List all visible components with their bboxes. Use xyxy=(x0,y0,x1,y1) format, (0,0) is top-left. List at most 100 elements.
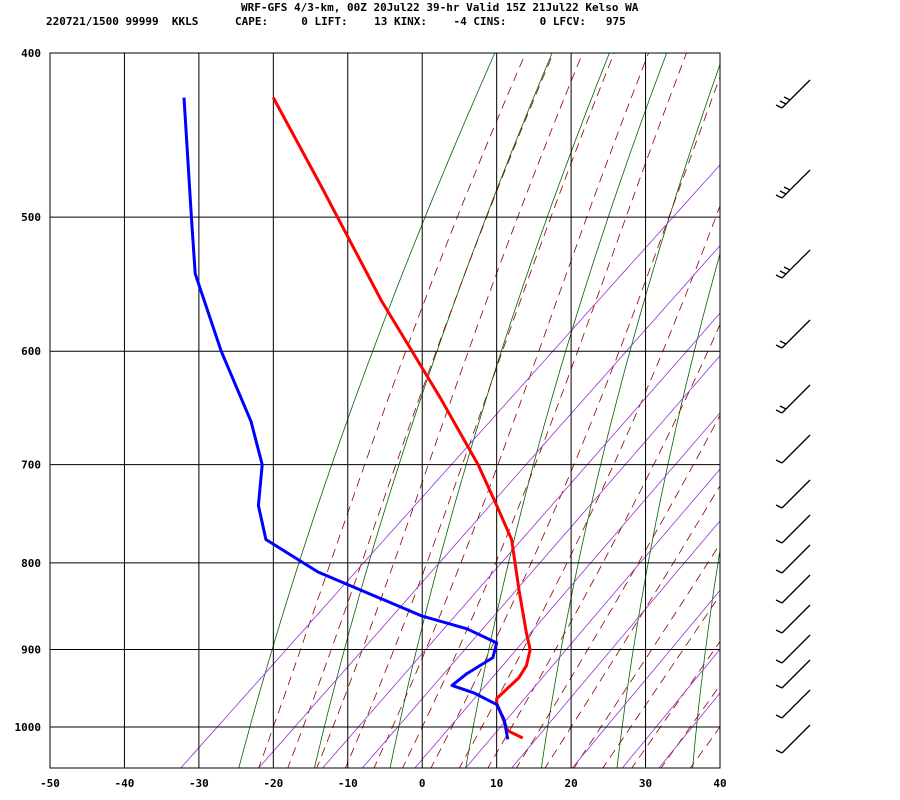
wind-barb-staff xyxy=(781,634,811,664)
wind-barb xyxy=(775,319,811,349)
x-tick-label: -40 xyxy=(115,777,135,790)
moist-adiabat xyxy=(258,53,527,768)
wind-barb-staff xyxy=(781,384,811,414)
mixing-ratio-line xyxy=(361,355,720,768)
dry-adiabat xyxy=(540,62,720,768)
moist-adiabat xyxy=(402,53,687,768)
mixing-ratio-line xyxy=(658,692,720,768)
mixing-ratio-line xyxy=(322,312,720,768)
moist-adiabat xyxy=(660,684,720,768)
mixing-ratio-line xyxy=(571,589,720,768)
wind-barb-flag xyxy=(775,274,783,279)
wind-barb xyxy=(775,574,811,604)
wind-barb-staff xyxy=(781,604,811,634)
x-tick-label: 10 xyxy=(490,777,503,790)
x-tick-label: -10 xyxy=(338,777,358,790)
y-tick-label: 900 xyxy=(21,643,41,656)
wind-barb-flag xyxy=(783,96,791,101)
moist-adiabat xyxy=(515,414,720,768)
mixing-ratio-line xyxy=(465,468,720,768)
moist-adiabat xyxy=(430,75,720,768)
station-info: 220721/1500 99999 KKLS xyxy=(46,15,199,28)
wind-barb-flag xyxy=(775,459,783,464)
grid-lines xyxy=(50,53,720,768)
mixing-ratio-line xyxy=(258,245,720,768)
wind-barb-staff xyxy=(781,574,811,604)
x-tick-label: 40 xyxy=(713,777,726,790)
wind-barbs xyxy=(775,79,811,754)
wind-barb xyxy=(775,659,811,689)
wind-barb-staff xyxy=(781,689,811,719)
wind-barb-flag xyxy=(775,104,783,109)
wind-barb-flag xyxy=(783,266,791,271)
moist-adiabat xyxy=(287,53,554,768)
y-tick-label: 600 xyxy=(21,345,41,358)
x-tick-label: 30 xyxy=(639,777,652,790)
wind-barb-flag xyxy=(775,629,783,634)
wind-barb-flag xyxy=(775,504,783,509)
wind-barb-staff xyxy=(781,319,811,349)
wind-barb-staff xyxy=(781,479,811,509)
wind-barb-staff xyxy=(781,169,811,199)
wind-barb-staff xyxy=(781,724,811,754)
sounding-profiles xyxy=(182,96,532,740)
wind-barb-flag xyxy=(779,340,787,345)
moist-adiabat xyxy=(602,594,720,768)
wind-barb-flag xyxy=(779,270,787,275)
wind-barb xyxy=(775,634,811,664)
wind-barb xyxy=(775,724,811,754)
moist-adiabat xyxy=(544,484,720,768)
wind-barb-flag xyxy=(775,749,783,754)
wind-barb xyxy=(775,169,811,199)
wind-barb-staff xyxy=(781,544,811,574)
wind-barb-staff xyxy=(781,514,811,544)
chart-title: WRF-GFS 4/3-km, 00Z 20Jul22 39-hr Valid … xyxy=(241,1,639,14)
y-tick-label: 500 xyxy=(21,211,41,224)
wind-barb-staff xyxy=(781,659,811,689)
wind-barb-staff xyxy=(781,79,811,109)
dry-adiabat xyxy=(389,53,610,768)
moist-adiabat xyxy=(573,543,720,768)
wind-barb-staff xyxy=(781,434,811,464)
dry-adiabats xyxy=(238,15,900,770)
dry-adiabat xyxy=(238,53,496,768)
wind-barb xyxy=(775,479,811,509)
wind-barb xyxy=(775,434,811,464)
moist-adiabat xyxy=(344,53,615,768)
dry-adiabat xyxy=(692,547,720,768)
x-tick-label: -30 xyxy=(189,777,209,790)
y-tick-label: 700 xyxy=(21,459,41,472)
wind-barb xyxy=(775,384,811,414)
moist-adiabats xyxy=(258,53,720,768)
wind-barb xyxy=(775,604,811,634)
y-axis-ticks: 1000 900 800 700 600 500 400 xyxy=(15,47,42,734)
dry-adiabat xyxy=(465,53,668,768)
wind-barb-flag xyxy=(775,409,783,414)
wind-barb-flag xyxy=(775,194,783,199)
mixing-ratio-lines xyxy=(180,164,720,768)
wind-barb-flag xyxy=(783,186,791,191)
wind-barb-flag xyxy=(775,684,783,689)
wind-barb xyxy=(775,689,811,719)
plot-area-border xyxy=(49,52,721,769)
wind-barb xyxy=(775,249,811,279)
wind-barb-staff xyxy=(781,249,811,279)
moist-adiabat xyxy=(487,323,720,768)
moist-adiabat xyxy=(631,640,720,768)
x-tick-label: -50 xyxy=(40,777,60,790)
wind-barb-flag xyxy=(779,405,787,410)
y-tick-label: 800 xyxy=(21,557,41,570)
moist-adiabat xyxy=(373,53,650,768)
stability-indices: CAPE: 0 LIFT: 13 KINX: -4 CINS: 0 LFCV: … xyxy=(235,15,626,28)
dry-adiabat xyxy=(844,15,900,770)
mixing-ratio-line xyxy=(511,520,720,768)
y-tick-label: 400 xyxy=(21,47,41,60)
x-tick-label: 0 xyxy=(419,777,426,790)
dewpoint-line xyxy=(182,97,510,740)
moist-adiabat xyxy=(689,726,720,768)
dry-adiabat xyxy=(314,53,553,768)
wind-barb xyxy=(775,544,811,574)
temperature-line xyxy=(271,96,532,740)
x-tick-label: 20 xyxy=(564,777,577,790)
